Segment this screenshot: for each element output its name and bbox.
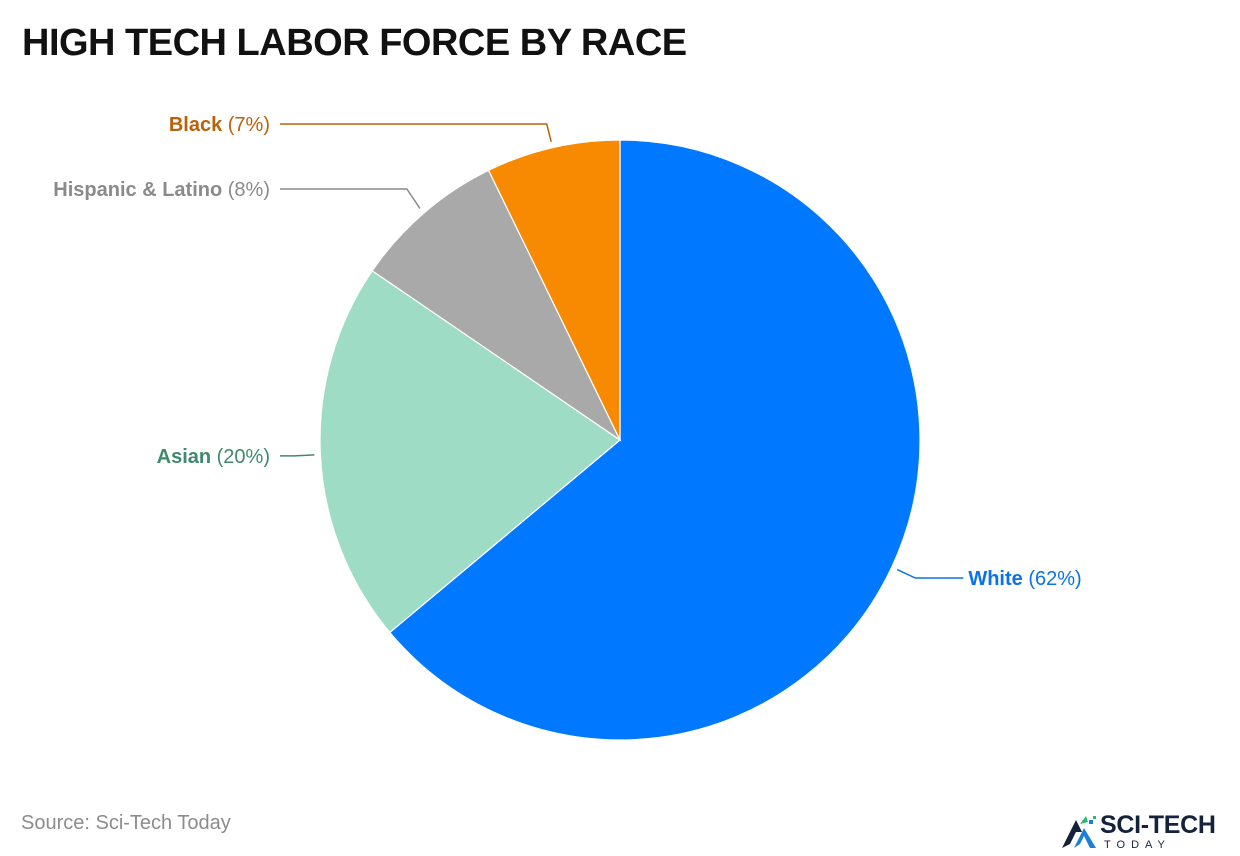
pie-slice-black	[487, 139, 621, 441]
slice-label-name: White	[968, 568, 1022, 590]
leader-line-black	[280, 123, 552, 143]
sci-tech-logo-icon	[1062, 816, 1096, 848]
leader-line-white	[896, 568, 964, 579]
slice-label-value: (20%)	[211, 446, 270, 468]
pie-slice-asian	[319, 269, 621, 634]
slice-label-white: White (62%)	[968, 568, 1081, 590]
slice-label-name: Hispanic & Latino	[53, 179, 222, 201]
brand-logo: SCI-TECH TODAY	[1060, 810, 1236, 854]
logo-subtitle: TODAY	[1104, 839, 1171, 851]
slice-label-name: Black	[169, 114, 223, 136]
slice-labels: White (62%) Asian (20%) Hispanic & Latino …	[53, 114, 1081, 590]
pie-slice-hispanic-latino	[371, 169, 622, 442]
leader-lines	[280, 123, 964, 579]
slice-label-value: (62%)	[1023, 568, 1082, 590]
slice-label-value: (7%)	[222, 114, 270, 136]
slice-label-asian: Asian (20%)	[157, 446, 270, 468]
pie-chart: White (62%) Asian (20%) Hispanic & Latino …	[53, 114, 1082, 741]
pie-slice-white	[388, 139, 921, 741]
slice-label-black: Black (7%)	[169, 114, 270, 136]
slice-label-value: (8%)	[222, 179, 270, 201]
source-note: Source: Sci-Tech Today	[21, 812, 231, 834]
slice-label-hispanic-latino: Hispanic & Latino (8%)	[53, 179, 270, 201]
chart-title: HIGH TECH LABOR FORCE BY RACE	[22, 22, 687, 64]
logo-wordmark: SCI-TECH	[1100, 811, 1216, 839]
leader-line-asian	[280, 454, 315, 457]
leader-line-hispanic-latino	[280, 188, 421, 209]
slice-label-name: Asian	[157, 446, 211, 468]
pie-slices	[319, 139, 921, 741]
